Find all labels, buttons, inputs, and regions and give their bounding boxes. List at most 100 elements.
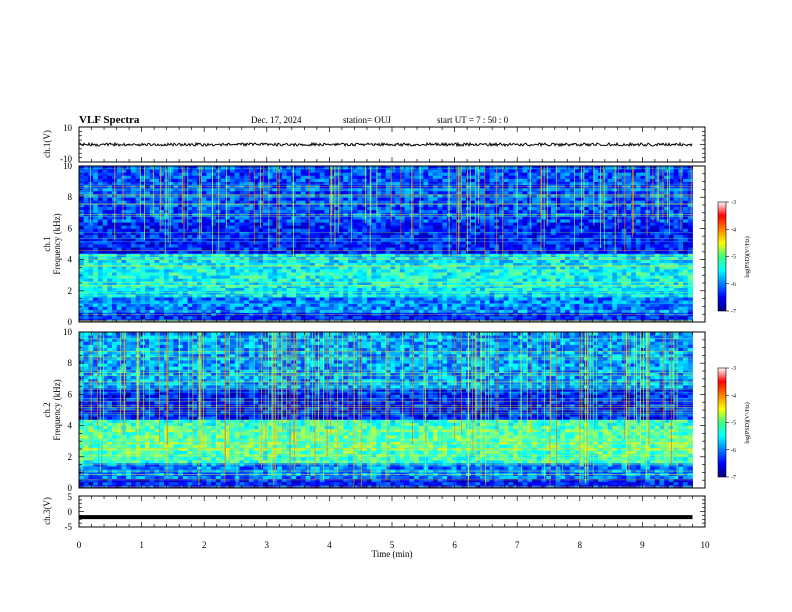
spectrogram-cell xyxy=(168,272,174,276)
spectrogram-cell xyxy=(376,175,382,179)
spectrogram-cell xyxy=(187,225,193,229)
spectrogram-cell xyxy=(371,293,377,298)
spectrogram-cell xyxy=(404,293,410,298)
spectrogram-cell xyxy=(319,250,325,254)
spectrogram-cell xyxy=(267,190,273,195)
spectrogram-cell xyxy=(527,244,533,248)
spectrogram-cell xyxy=(116,175,122,179)
spectrogram-cell xyxy=(338,265,344,270)
spectrogram-cell xyxy=(130,234,137,239)
spectrogram-cell xyxy=(234,190,240,195)
spectrogram-cell xyxy=(461,237,467,242)
spectrogram-cell xyxy=(149,278,155,282)
spectrogram-cell xyxy=(489,281,495,285)
spectrogram-cell xyxy=(225,300,231,304)
spectrogram-cell xyxy=(432,181,439,186)
spectrogram-cell xyxy=(130,259,137,264)
spectrogram-cell xyxy=(465,259,472,264)
spectrogram-cell xyxy=(494,278,500,282)
spectrogram-cell xyxy=(121,187,127,192)
spectrogram-cell xyxy=(258,178,264,182)
spectrogram-cell xyxy=(362,169,368,173)
spectrogram-cell xyxy=(225,203,231,207)
spectrogram-cell xyxy=(489,315,495,320)
spectrogram-cell xyxy=(178,172,184,176)
spectrogram-cell xyxy=(300,268,306,273)
spectrogram-cell xyxy=(225,181,231,186)
spectrogram-cell xyxy=(135,262,141,267)
spectrogram-cell xyxy=(263,209,269,214)
spectrogram-cell xyxy=(154,262,160,267)
spectrogram-cell xyxy=(130,278,137,282)
spectrogram-cell xyxy=(465,265,472,270)
spectrogram-cell xyxy=(201,215,207,220)
spectrogram-cell xyxy=(399,203,406,207)
spectrogram-cell xyxy=(324,206,330,211)
spectrogram-cell xyxy=(239,178,245,182)
spectrogram-cell xyxy=(414,197,420,201)
spectrogram-cell xyxy=(442,275,448,279)
spectrogram-cell xyxy=(385,237,391,242)
spectrogram-cell xyxy=(371,281,377,285)
spectrogram-cell xyxy=(225,275,231,279)
spectrogram-cell xyxy=(414,206,420,211)
spectrogram-cell xyxy=(234,281,240,285)
spectrogram-cell xyxy=(465,275,472,279)
spectrogram-cell xyxy=(234,247,240,251)
spectrogram-cell xyxy=(338,190,344,195)
spectrogram-cell xyxy=(338,175,344,179)
spectrogram-cell xyxy=(432,172,439,176)
spectrogram-cell xyxy=(494,300,500,304)
spectrogram-cell xyxy=(522,169,528,173)
spectrogram-cell xyxy=(248,259,255,264)
spectrogram-cell xyxy=(371,203,377,207)
spectrogram-cell xyxy=(498,300,505,304)
spectrogram-cell xyxy=(480,178,486,182)
spectrogram-cell xyxy=(376,265,382,270)
spectrogram-cell xyxy=(178,209,184,214)
spectrogram-cell xyxy=(310,231,316,236)
spectrogram-cell xyxy=(418,303,424,307)
spectrogram-cell xyxy=(83,300,89,304)
spectrogram-cell xyxy=(366,225,372,229)
spectrogram-cell xyxy=(253,187,259,192)
spectrogram-cell xyxy=(395,281,401,285)
spectrogram-cell xyxy=(480,166,486,170)
spectrogram-cell xyxy=(414,231,420,236)
spectrogram-cell xyxy=(447,228,453,232)
spectrogram-cell xyxy=(357,190,363,195)
spectrogram-cell xyxy=(404,253,410,257)
spectrogram-cell xyxy=(517,293,523,298)
spectrogram-cell xyxy=(244,265,250,270)
spectrogram-cell xyxy=(314,219,321,223)
spectrogram-cell xyxy=(338,215,344,220)
spectrogram-cell xyxy=(159,175,165,179)
spectrogram-cell xyxy=(423,265,429,270)
spectrogram-cell xyxy=(409,306,415,310)
spectrogram-cell xyxy=(225,215,231,220)
spectrogram-cell xyxy=(135,315,141,320)
spectrogram-cell xyxy=(532,206,538,211)
spectrogram-cell xyxy=(414,228,420,232)
spectrogram-cell xyxy=(385,234,391,239)
spectrogram-cell xyxy=(253,275,259,279)
spectrogram-cell xyxy=(277,253,283,257)
spectrogram-cell xyxy=(480,244,486,248)
spectrogram-cell xyxy=(390,200,396,204)
spectrogram-cell xyxy=(300,169,306,173)
spectrogram-cell xyxy=(357,206,363,211)
spectrogram-cell xyxy=(357,278,363,282)
spectrogram-cell xyxy=(532,262,538,267)
spectrogram-cell xyxy=(187,293,193,298)
spectrogram-cell xyxy=(470,166,476,170)
spectrogram-cell xyxy=(277,209,283,214)
spectrogram-cell xyxy=(437,222,443,226)
spectrogram-cell xyxy=(314,272,321,276)
spectrogram-cell xyxy=(163,297,170,301)
spectrogram-cell xyxy=(168,259,174,264)
spectrogram-cell xyxy=(390,237,396,242)
spectrogram-cell xyxy=(159,253,165,257)
spectrogram-cell xyxy=(532,297,538,301)
spectrogram-cell xyxy=(154,172,160,176)
spectrogram-cell xyxy=(432,178,439,182)
